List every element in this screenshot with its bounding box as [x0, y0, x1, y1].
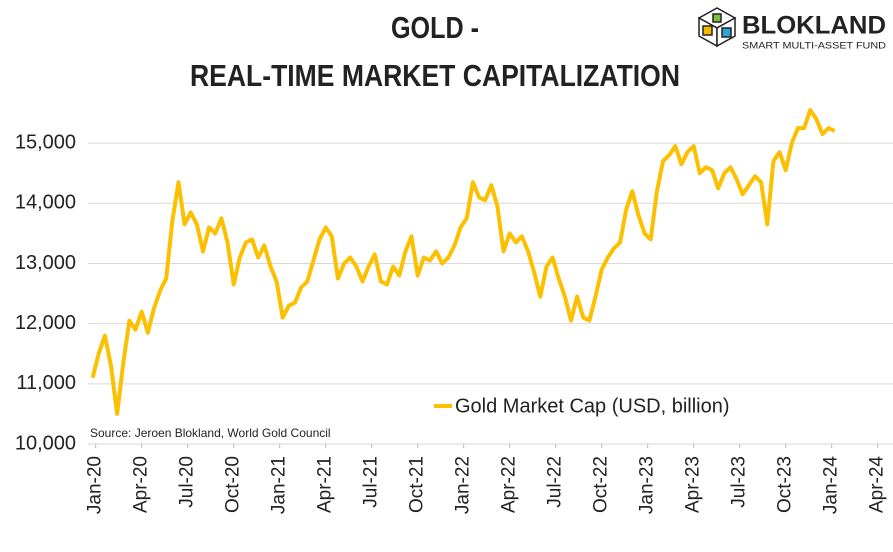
- y-tick-label: 12,000: [15, 312, 76, 334]
- y-tick-label: 10,000: [15, 432, 76, 454]
- x-tick-label: Jul-20: [177, 456, 198, 508]
- x-tick-label: Apr-20: [131, 456, 152, 513]
- logo-name: BLOKLAND: [742, 12, 886, 40]
- chart-title: GOLD -: [391, 10, 479, 45]
- logo-icon: [697, 7, 737, 48]
- x-tick-label: Jan-24: [821, 456, 842, 515]
- data-line: [90, 108, 836, 416]
- x-tick-label: Jul-21: [361, 456, 382, 508]
- legend-label: Gold Market Cap (USD, billion): [455, 395, 730, 417]
- logo-tagline: SMART MULTI-ASSET FUND: [742, 40, 887, 50]
- x-tick-label: Jan-23: [637, 456, 658, 514]
- x-tick-label: Jul-23: [729, 456, 750, 508]
- x-tick-label: Apr-24: [867, 456, 888, 513]
- y-tick-label: 11,000: [16, 372, 76, 394]
- x-tick-label: Oct-20: [223, 456, 244, 513]
- x-tick-label: Jul-22: [545, 456, 566, 508]
- x-tick-label: Jan-21: [269, 456, 290, 514]
- x-tick-label: Jan-20: [85, 456, 106, 514]
- x-tick-label: Apr-21: [315, 456, 336, 513]
- x-tick-label: Oct-21: [407, 456, 428, 513]
- x-tick-label: Jan-22: [453, 456, 474, 514]
- y-tick-label: 14,000: [15, 192, 76, 214]
- chart-title: REAL-TIME MARKET CAPITALIZATION: [190, 58, 680, 93]
- y-tick-label: 13,000: [15, 252, 76, 274]
- x-tick-label: Oct-23: [775, 456, 796, 513]
- source-note: Source: Jeroen Blokland, World Gold Coun…: [90, 426, 331, 440]
- x-tick-label: Apr-23: [683, 456, 704, 513]
- x-tick-label: Apr-22: [499, 456, 520, 513]
- y-tick-label: 15,000: [15, 131, 76, 153]
- x-tick-label: Oct-22: [591, 456, 612, 513]
